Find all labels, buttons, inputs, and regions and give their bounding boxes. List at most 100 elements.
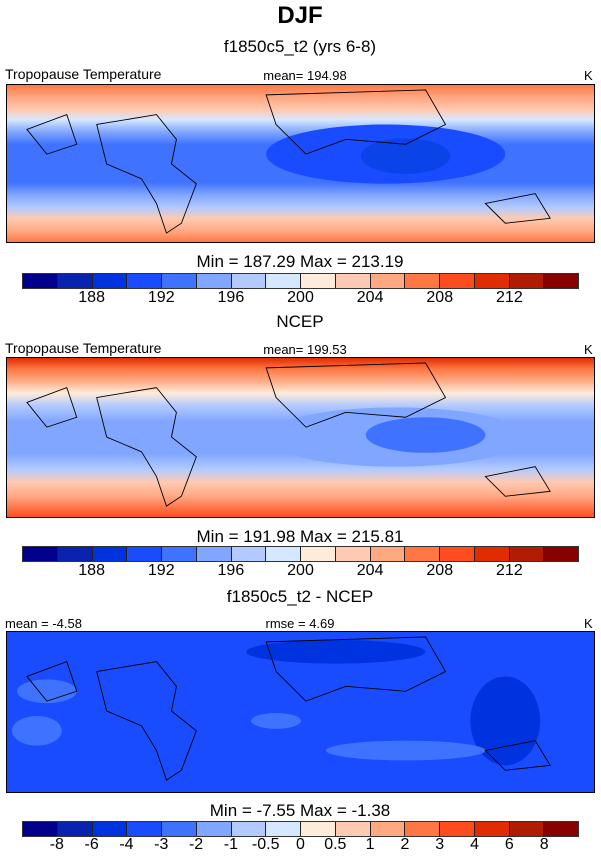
colorbar-box xyxy=(162,547,197,561)
colorbar-box xyxy=(440,822,475,836)
colorbar-tick-label: 196 xyxy=(217,289,245,306)
colorbar-box xyxy=(127,274,162,288)
colorbar-tick-label: 4 xyxy=(470,836,480,853)
colorbar-box xyxy=(544,822,578,836)
colorbar-tick-label: 0.5 xyxy=(324,836,347,853)
colorbar-tick-label: 188 xyxy=(78,289,105,306)
colorbar-box xyxy=(474,274,510,288)
colorbar-tick-label: 208 xyxy=(426,289,454,306)
colorbar-tick-label: 0 xyxy=(296,836,305,853)
colorbar-box xyxy=(196,274,232,288)
colorbar-box xyxy=(266,547,301,561)
colorbar-tick-label: -8 xyxy=(49,836,64,853)
colorbar-box xyxy=(370,274,406,288)
panel-2-colorbar xyxy=(22,546,579,562)
colorbar-box xyxy=(509,547,545,561)
colorbar-box xyxy=(509,822,545,836)
colorbar-tick-label: 212 xyxy=(496,289,523,306)
colorbar-tick-label: -1 xyxy=(223,836,238,853)
panel-3-title: f1850c5_t2 - NCEP xyxy=(226,587,374,606)
colorbar-box xyxy=(231,547,267,561)
colorbar-tick-label: -6 xyxy=(84,836,99,853)
colorbar-tick-label: 3 xyxy=(435,836,445,853)
colorbar-tick-label: -4 xyxy=(119,836,134,853)
colorbar-tick-label: 204 xyxy=(356,289,384,306)
colorbar-box xyxy=(266,822,301,836)
colorbar-box xyxy=(544,547,578,561)
colorbar-tick-label: 2 xyxy=(400,836,410,853)
colorbar-box xyxy=(335,822,371,836)
panel-2-title: NCEP xyxy=(276,312,324,331)
colorbar-box xyxy=(57,274,93,288)
panel-1-left-string: Tropopause Temperature xyxy=(5,66,162,82)
panel-3-rmse: rmse = 4.69 xyxy=(265,616,335,631)
colorbar-box xyxy=(23,822,58,836)
colorbar-tick-label: 8 xyxy=(539,836,549,853)
colorbar-box xyxy=(301,547,336,561)
panel-1-units: K xyxy=(584,68,593,83)
panel-1-map xyxy=(6,84,595,243)
panel-3-units: K xyxy=(584,616,593,631)
colorbar-tick-label: 200 xyxy=(287,289,314,306)
colorbar-box xyxy=(23,274,58,288)
colorbar-tick-label: 212 xyxy=(496,562,523,579)
colorbar-tick-label: -0.5 xyxy=(251,836,280,853)
colorbar-tick-label: 196 xyxy=(217,562,245,579)
panel-2-map xyxy=(6,357,595,518)
colorbar-box xyxy=(301,274,336,288)
colorbar-tick-label: 192 xyxy=(147,289,175,306)
colorbar-box xyxy=(440,274,475,288)
colorbar-box xyxy=(196,822,232,836)
panel-2-mean: mean= 199.53 xyxy=(263,342,347,357)
panel-2-left-string: Tropopause Temperature xyxy=(5,340,162,356)
colorbar-box xyxy=(266,274,301,288)
colorbar-box xyxy=(57,822,93,836)
colorbar-box xyxy=(474,547,510,561)
colorbar-box xyxy=(405,274,440,288)
colorbar-tick-label: -3 xyxy=(154,836,169,853)
colorbar-box xyxy=(335,547,371,561)
colorbar-tick-label: 188 xyxy=(78,562,105,579)
colorbar-tick-label: -2 xyxy=(188,836,204,853)
colorbar-box xyxy=(127,822,162,836)
colorbar-box xyxy=(127,547,162,561)
panel-1-title: f1850c5_t2 (yrs 6-8) xyxy=(223,37,377,56)
panel-1-mean: mean= 194.98 xyxy=(263,68,347,83)
colorbar-box xyxy=(370,822,406,836)
panel-3-min-max: Min = -7.55 Max = -1.38 xyxy=(209,801,391,820)
panel-2-min-max: Min = 191.98 Max = 215.81 xyxy=(196,527,404,546)
colorbar-box xyxy=(196,547,232,561)
colorbar-box xyxy=(509,274,545,288)
panel-2-units: K xyxy=(584,342,593,357)
colorbar-box xyxy=(92,547,128,561)
colorbar-tick-label: 192 xyxy=(147,562,175,579)
colorbar-box xyxy=(231,274,267,288)
figure-title: DJF xyxy=(277,2,323,29)
colorbar-box xyxy=(162,822,197,836)
colorbar-box xyxy=(440,547,475,561)
colorbar-tick-label: 1 xyxy=(365,836,375,853)
panel-3-map xyxy=(6,631,595,793)
colorbar-box xyxy=(92,822,128,836)
colorbar-box xyxy=(301,822,336,836)
colorbar-box xyxy=(231,822,267,836)
panel-3-mean: mean = -4.58 xyxy=(5,616,82,631)
colorbar-box xyxy=(23,547,58,561)
colorbar-box xyxy=(474,822,510,836)
panel-1-min-max: Min = 187.29 Max = 213.19 xyxy=(196,252,404,271)
colorbar-box xyxy=(544,274,578,288)
panel-3-colorbar xyxy=(22,821,579,837)
colorbar-tick-label: 204 xyxy=(356,562,384,579)
colorbar-box xyxy=(162,274,197,288)
panel-1-colorbar xyxy=(22,273,579,289)
colorbar-box xyxy=(405,822,440,836)
colorbar-box xyxy=(335,274,371,288)
colorbar-box xyxy=(92,274,128,288)
colorbar-box xyxy=(370,547,406,561)
colorbar-tick-label: 6 xyxy=(504,836,514,853)
colorbar-box xyxy=(405,547,440,561)
colorbar-box xyxy=(57,547,93,561)
colorbar-tick-label: 208 xyxy=(426,562,454,579)
colorbar-tick-label: 200 xyxy=(287,562,314,579)
